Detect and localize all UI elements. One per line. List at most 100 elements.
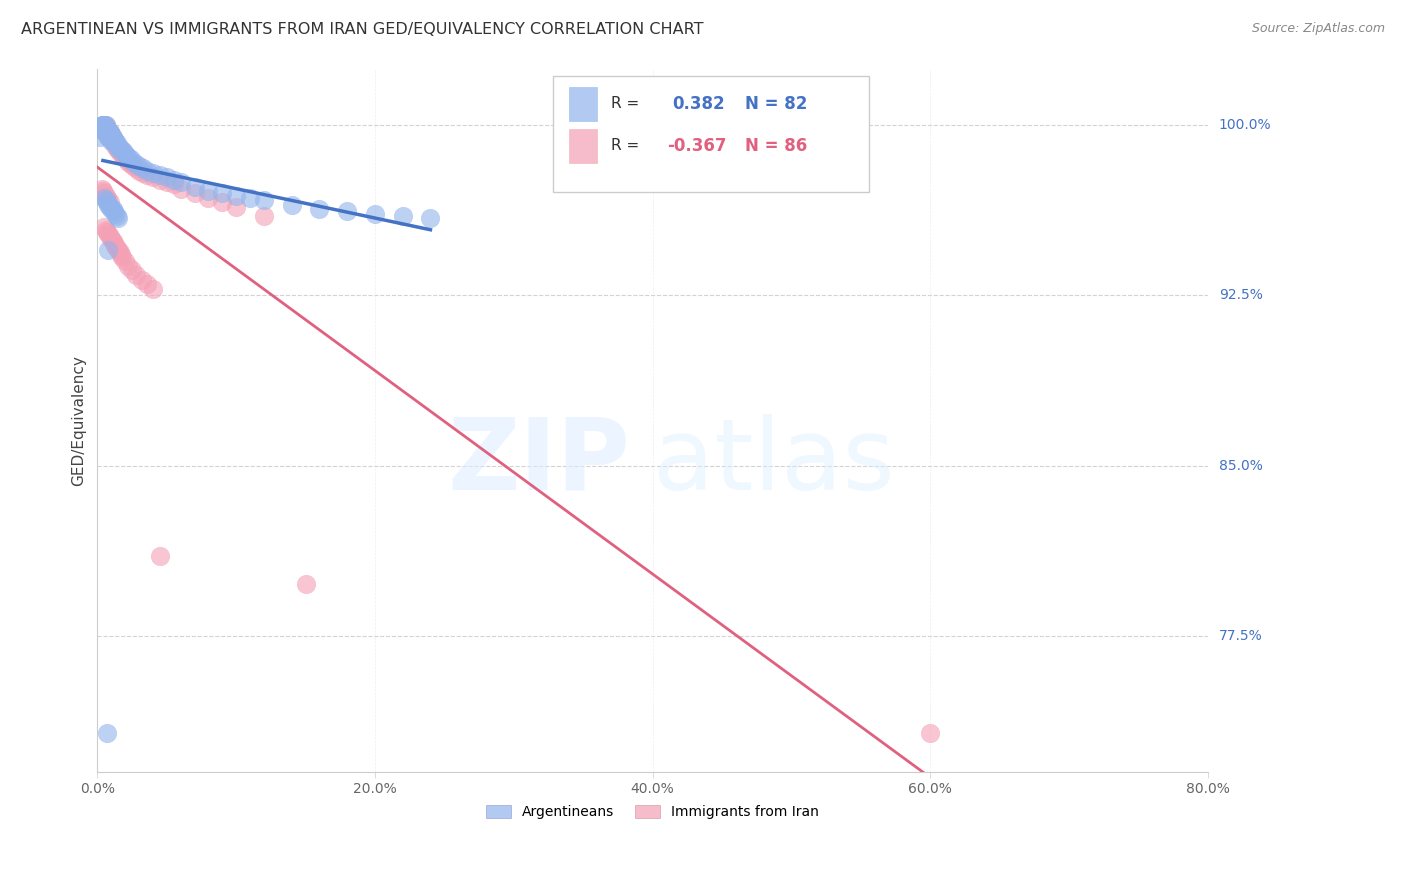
Point	[163, 172, 186, 186]
Point	[253, 209, 276, 223]
Point	[94, 222, 117, 236]
Point	[111, 147, 134, 161]
Point	[132, 161, 155, 176]
Point	[156, 175, 179, 189]
Text: N = 86: N = 86	[745, 136, 807, 155]
Point	[117, 154, 139, 169]
Point	[104, 207, 127, 221]
Point	[253, 193, 276, 207]
Point	[136, 277, 159, 292]
Point	[120, 153, 142, 167]
Point	[103, 136, 125, 151]
Text: 0.382: 0.382	[672, 95, 725, 112]
Point	[96, 120, 118, 135]
Point	[94, 193, 117, 207]
Point	[93, 118, 115, 132]
Point	[93, 186, 115, 201]
Point	[110, 247, 132, 261]
Point	[156, 170, 179, 185]
Point	[101, 202, 124, 217]
Point	[94, 120, 117, 135]
Point	[98, 125, 121, 139]
Point	[97, 125, 120, 139]
Text: 85.0%: 85.0%	[1219, 458, 1263, 473]
Point	[94, 125, 117, 139]
Point	[114, 254, 136, 268]
Point	[96, 128, 118, 142]
Text: R =: R =	[612, 96, 644, 112]
Point	[105, 141, 128, 155]
Point	[104, 136, 127, 151]
Point	[131, 272, 153, 286]
Point	[100, 132, 122, 146]
Point	[105, 241, 128, 255]
Text: -0.367: -0.367	[666, 136, 727, 155]
Point	[93, 118, 115, 132]
Point	[97, 129, 120, 144]
Point	[101, 132, 124, 146]
Point	[96, 123, 118, 137]
Point	[93, 120, 115, 135]
Point	[117, 259, 139, 273]
Point	[96, 125, 118, 139]
Point	[112, 145, 135, 160]
Point	[308, 202, 330, 217]
Text: ZIP: ZIP	[447, 414, 630, 511]
Point	[100, 134, 122, 148]
Point	[91, 120, 114, 135]
Point	[225, 188, 247, 202]
Point	[336, 204, 359, 219]
Point	[142, 170, 165, 185]
Point	[104, 238, 127, 252]
Point	[239, 191, 262, 205]
Point	[91, 118, 114, 132]
Point	[101, 129, 124, 144]
Text: 100.0%: 100.0%	[1219, 119, 1271, 132]
Text: N = 82: N = 82	[745, 95, 807, 112]
Point	[103, 204, 125, 219]
Text: Source: ZipAtlas.com: Source: ZipAtlas.com	[1251, 22, 1385, 36]
Point	[100, 232, 122, 246]
Point	[115, 147, 138, 161]
Point	[112, 150, 135, 164]
Point	[105, 136, 128, 151]
Point	[125, 268, 148, 282]
Point	[364, 207, 387, 221]
Point	[101, 132, 124, 146]
Point	[111, 250, 134, 264]
Point	[122, 159, 145, 173]
Point	[100, 128, 122, 142]
Point	[101, 134, 124, 148]
Point	[93, 118, 115, 132]
Point	[100, 128, 122, 142]
Point	[103, 236, 125, 251]
Point	[98, 195, 121, 210]
Point	[98, 128, 121, 142]
Point	[197, 191, 219, 205]
Point	[90, 123, 112, 137]
Point	[89, 129, 111, 144]
Point	[98, 129, 121, 144]
Point	[107, 141, 129, 155]
Point	[920, 726, 942, 740]
Point	[136, 168, 159, 182]
Point	[142, 166, 165, 180]
Point	[96, 195, 118, 210]
Text: atlas: atlas	[652, 414, 894, 511]
Point	[104, 134, 127, 148]
Point	[93, 220, 115, 235]
Point	[96, 123, 118, 137]
Point	[121, 263, 143, 277]
Point	[98, 125, 121, 139]
Point	[107, 211, 129, 226]
Point	[97, 128, 120, 142]
Point	[101, 234, 124, 248]
Point	[94, 120, 117, 135]
Point	[98, 129, 121, 144]
Point	[96, 128, 118, 142]
Point	[122, 154, 145, 169]
Point	[94, 123, 117, 137]
Point	[211, 195, 233, 210]
Point	[110, 143, 132, 157]
Point	[125, 157, 148, 171]
